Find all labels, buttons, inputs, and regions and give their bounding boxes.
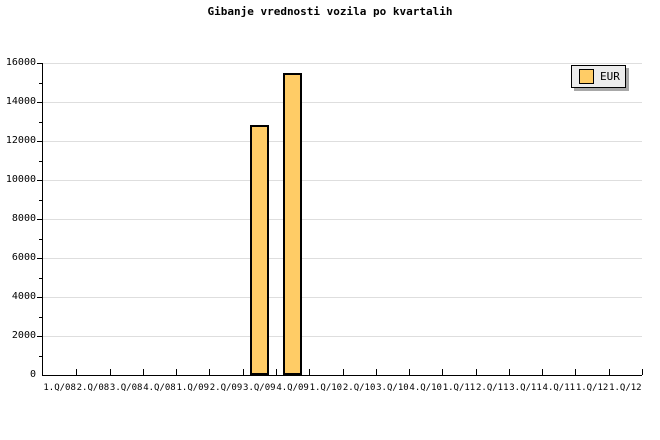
x-axis-label-1: 1.Q/08: [43, 383, 76, 393]
y-axis-minor-tick-11000: [39, 160, 43, 162]
y-axis-tick-2000: [37, 336, 43, 337]
y-axis-tick-12000: [37, 141, 43, 142]
x-axis-label-5: 1.Q/09: [176, 383, 209, 393]
x-axis-tick-18: [642, 369, 643, 375]
y-axis-tick-6000: [37, 258, 43, 259]
y-axis-minor-tick-1000: [39, 355, 43, 357]
y-axis-label-12000: 12000: [5, 135, 36, 146]
gridline-14000: [43, 102, 642, 103]
x-axis-label-11: 3.Q/10: [376, 383, 409, 393]
x-axis-label-10: 2.Q/10: [342, 383, 376, 393]
x-axis-tick-2: [109, 369, 111, 375]
x-axis-tick-16: [575, 369, 577, 375]
y-axis-label-6000: 6000: [11, 252, 36, 263]
legend-swatch-eur: [579, 69, 594, 84]
gridline-16000: [43, 63, 642, 64]
x-axis-tick-5: [209, 369, 211, 375]
x-axis-tick-6: [242, 369, 244, 375]
gridline-2000: [43, 336, 642, 337]
x-axis-tick-3: [142, 369, 144, 375]
gridline-4000: [43, 297, 642, 298]
y-axis-tick-16000: [37, 63, 43, 64]
x-axis-label-8: 4.Q/09: [276, 383, 309, 393]
bar-4.Q/09: [283, 72, 303, 375]
legend-label: EUR: [600, 70, 620, 83]
x-axis-tick-9: [342, 369, 344, 375]
y-axis-minor-tick-15000: [39, 82, 43, 84]
x-axis-label-16: 4.Q/11: [542, 383, 576, 393]
y-axis-minor-tick-3000: [39, 316, 43, 318]
y-axis-tick-10000: [37, 180, 43, 181]
x-axis-tick-15: [542, 369, 544, 375]
gridline-10000: [43, 180, 642, 181]
x-axis-label-9: 1.Q/10: [309, 383, 343, 393]
bar-3.Q/09: [249, 125, 269, 375]
x-axis-label-7: 3.Q/09: [243, 383, 276, 393]
gridline-8000: [43, 219, 642, 220]
y-axis-tick-14000: [37, 102, 43, 103]
legend: EUR: [571, 65, 626, 88]
x-axis-tick-7: [275, 369, 277, 375]
x-axis-tick-8: [309, 369, 311, 375]
x-axis-line: [42, 375, 642, 376]
y-axis-label-2000: 2000: [11, 330, 36, 341]
x-axis-label-2: 2.Q/08: [76, 383, 110, 393]
x-axis-tick-17: [608, 369, 610, 375]
x-axis-label-15: 3.Q/11: [509, 383, 542, 393]
x-axis-tick-14: [508, 369, 510, 375]
x-axis-label-14: 2.Q/11: [475, 383, 509, 393]
y-axis-label-16000: 16000: [5, 57, 36, 68]
y-axis-label-10000: 10000: [5, 174, 36, 185]
y-axis-label-8000: 8000: [11, 213, 36, 224]
y-axis-line: [42, 63, 43, 376]
x-axis-label-18: 1.Q/12: [609, 383, 642, 393]
y-axis-label-4000: 4000: [11, 291, 36, 302]
x-axis-tick-1: [76, 369, 78, 375]
y-axis-label-14000: 14000: [5, 96, 36, 107]
y-axis-label-0: 0: [29, 369, 36, 380]
gridline-12000: [43, 141, 642, 142]
y-axis-minor-tick-13000: [39, 121, 43, 123]
chart-title: Gibanje vrednosti vozila po kvartalih: [207, 5, 453, 18]
x-axis-label-4: 4.Q/08: [143, 383, 176, 393]
y-axis-minor-tick-5000: [39, 277, 43, 279]
x-axis-tick-11: [409, 369, 411, 375]
y-axis-minor-tick-7000: [39, 238, 43, 240]
x-axis-label-13: 1.Q/11: [442, 383, 476, 393]
y-axis-minor-tick-9000: [39, 199, 43, 201]
x-axis-tick-4: [176, 369, 178, 375]
x-axis-tick-10: [375, 369, 377, 375]
gridline-6000: [43, 258, 642, 259]
x-axis-label-12: 4.Q/10: [409, 383, 442, 393]
x-axis-tick-12: [442, 369, 444, 375]
x-axis-tick-13: [475, 369, 477, 375]
y-axis-tick-8000: [37, 219, 43, 220]
x-axis-label-3: 3.Q/08: [109, 383, 143, 393]
x-axis-label-17: 1.Q/12: [575, 383, 609, 393]
y-axis-tick-4000: [37, 297, 43, 298]
x-axis-label-6: 2.Q/09: [209, 383, 243, 393]
